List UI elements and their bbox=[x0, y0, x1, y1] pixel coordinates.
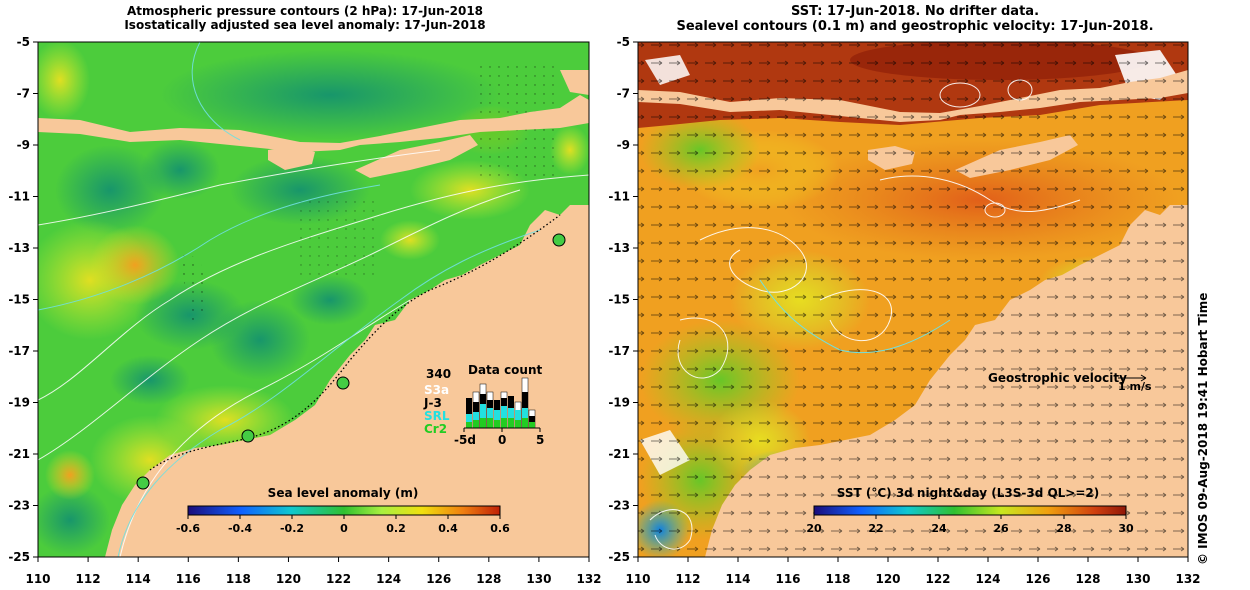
right-y-tick-label: -23 bbox=[608, 499, 630, 513]
left-indonesia-land bbox=[38, 95, 589, 152]
right-title-line2: Sealevel contours (0.1 m) and geostrophi… bbox=[676, 19, 1154, 34]
right-x-tick-label: 130 bbox=[1125, 572, 1150, 586]
left-y-tick-label: -23 bbox=[8, 499, 30, 513]
left-title-line1: Atmospheric pressure contours (2 hPa): 1… bbox=[126, 4, 484, 18]
left-y-tick-label: -21 bbox=[8, 447, 30, 461]
right-y-tick-label: -15 bbox=[608, 293, 630, 307]
left-cb-tick: -0.2 bbox=[280, 522, 304, 535]
right-panel-title: SST: 17-Jun-2018. No drifter data. Seale… bbox=[640, 4, 1190, 34]
right-cb-tick: 28 bbox=[1056, 522, 1071, 535]
left-cb-tick: 0.6 bbox=[490, 522, 510, 535]
left-timor-land bbox=[355, 135, 478, 178]
right-cb-tick: 24 bbox=[931, 522, 947, 535]
right-y-tick-label: -13 bbox=[608, 241, 630, 255]
right-x-tick-label: 120 bbox=[875, 572, 900, 586]
left-x-tick-label: 116 bbox=[176, 572, 201, 586]
left-cb-tick: 0.2 bbox=[386, 522, 406, 535]
right-x-tick-label: 122 bbox=[925, 572, 950, 586]
right-y-tick-label: -7 bbox=[617, 87, 630, 101]
right-x-tick-label: 126 bbox=[1025, 572, 1050, 586]
right-x-tick-label: 118 bbox=[825, 572, 850, 586]
left-map bbox=[38, 42, 589, 557]
right-colorbar: SST (°C) 3d night&day (L3S-3d QL>=2) 20 … bbox=[806, 486, 1134, 535]
tide-gauge-marker bbox=[136, 476, 150, 490]
left-y-tick-label: -15 bbox=[8, 293, 30, 307]
right-x-tick-label: 128 bbox=[1075, 572, 1100, 586]
left-x-tick-label: 120 bbox=[276, 572, 301, 586]
left-cb-tick: 0 bbox=[340, 522, 348, 535]
left-x-tick-label: 130 bbox=[526, 572, 551, 586]
right-x-tick-label: 112 bbox=[675, 572, 700, 586]
right-x-tick-label: 132 bbox=[1175, 572, 1200, 586]
data-count-axis-max: 5 bbox=[536, 433, 544, 447]
left-x-tick-label: 114 bbox=[126, 572, 151, 586]
axes-layer: 110 112 114 116 118 120 122 124 126 128 130 132 -5 -7… bbox=[8, 35, 1200, 586]
left-cb-tick: -0.4 bbox=[228, 522, 252, 535]
sat-label-s3a: S3a bbox=[424, 383, 449, 397]
right-x-tick-label: 124 bbox=[975, 572, 1000, 586]
data-count-axis-zero: 0 bbox=[498, 433, 506, 447]
left-y-tick-label: -9 bbox=[17, 138, 30, 152]
left-colorbar: Sea level anomaly (m) -0.6 -0.4 -0.2 0 0… bbox=[176, 486, 510, 535]
right-cb-tick: 26 bbox=[993, 522, 1009, 535]
left-cb-tick: 0.4 bbox=[438, 522, 458, 535]
right-x-tick-label: 114 bbox=[725, 572, 750, 586]
velocity-arrow-icon bbox=[1140, 374, 1147, 382]
left-x-tick-label: 110 bbox=[25, 572, 50, 586]
sat-label-cr2: Cr2 bbox=[424, 422, 447, 436]
velocity-legend: Geostrophic velocity 1 m/s bbox=[988, 371, 1152, 393]
left-x-tick-label: 112 bbox=[76, 572, 101, 586]
tide-gauge-marker bbox=[552, 233, 566, 247]
right-y-tick-label: -17 bbox=[608, 344, 630, 358]
right-y-tick-label: -19 bbox=[608, 396, 630, 410]
velocity-legend-label: Geostrophic velocity bbox=[988, 371, 1127, 385]
right-x-tick-label: 116 bbox=[775, 572, 800, 586]
left-y-tick-label: -5 bbox=[17, 35, 30, 49]
left-panel-title: Atmospheric pressure contours (2 hPa): 1… bbox=[60, 4, 550, 32]
tide-gauge-marker bbox=[336, 376, 350, 390]
left-x-tick-label: 124 bbox=[376, 572, 401, 586]
left-x-tick-label: 118 bbox=[226, 572, 251, 586]
left-x-tick-label: 128 bbox=[476, 572, 501, 586]
right-cb-tick: 30 bbox=[1118, 522, 1134, 535]
data-count-max: 340 bbox=[426, 367, 451, 381]
right-x-tick-label: 110 bbox=[625, 572, 650, 586]
velocity-scale-label: 1 m/s bbox=[1118, 380, 1152, 393]
geostrophic-velocity-arrows bbox=[638, 42, 1188, 557]
left-y-tick-label: -13 bbox=[8, 241, 30, 255]
right-cb-tick: 22 bbox=[868, 522, 883, 535]
data-count-title: Data count bbox=[468, 363, 543, 377]
left-y-tick-label: -7 bbox=[17, 87, 30, 101]
right-cb-tick: 20 bbox=[806, 522, 822, 535]
left-x-tick-label: 122 bbox=[326, 572, 351, 586]
data-count-axis-min: -5d bbox=[454, 433, 476, 447]
right-y-tick-label: -11 bbox=[608, 190, 630, 204]
right-y-tick-label: -21 bbox=[608, 447, 630, 461]
left-colorbar-title: Sea level anomaly (m) bbox=[268, 486, 419, 500]
left-y-tick-label: -17 bbox=[8, 344, 30, 358]
right-map bbox=[638, 42, 1188, 557]
tide-gauge-marker bbox=[241, 429, 255, 443]
sat-label-j3: J-3 bbox=[423, 396, 442, 410]
left-x-tick-label: 132 bbox=[576, 572, 601, 586]
left-cb-tick: -0.6 bbox=[176, 522, 200, 535]
left-y-tick-label: -19 bbox=[8, 396, 30, 410]
left-title-line2: Isostatically adjusted sea level anomaly… bbox=[124, 18, 486, 32]
right-colorbar-title: SST (°C) 3d night&day (L3S-3d QL>=2) bbox=[837, 486, 1100, 500]
imos-credit: © IMOS 09-Aug-2018 19:41 Hobart Time bbox=[1196, 292, 1210, 565]
right-y-tick-label: -9 bbox=[617, 138, 630, 152]
right-title-line1: SST: 17-Jun-2018. No drifter data. bbox=[790, 4, 1040, 19]
left-x-tick-label: 126 bbox=[426, 572, 451, 586]
left-y-tick-label: -25 bbox=[8, 550, 30, 564]
data-count-inset: 340 Data count S3a J-3 SRL Cr2 -5d 0 5 bbox=[423, 363, 544, 447]
right-y-tick-label: -25 bbox=[608, 550, 630, 564]
left-y-tick-label: -11 bbox=[8, 190, 30, 204]
sat-label-srl: SRL bbox=[424, 409, 450, 423]
right-y-tick-label: -5 bbox=[617, 35, 630, 49]
